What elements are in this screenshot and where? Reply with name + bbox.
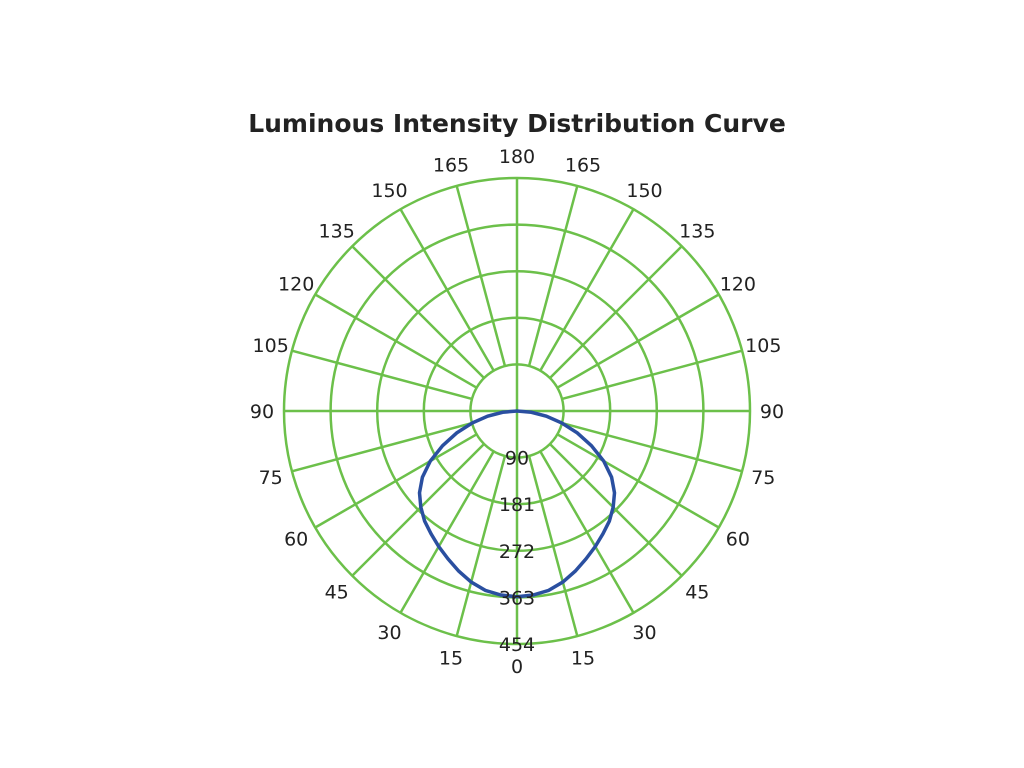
grid-spoke <box>549 245 683 379</box>
angle-tick-label: 105 <box>253 335 289 357</box>
angle-tick-label: 60 <box>284 529 308 551</box>
angle-tick-label: 15 <box>571 647 595 669</box>
grid-spoke <box>539 450 635 614</box>
angle-tick-label: 150 <box>626 180 662 202</box>
grid-spoke <box>539 208 635 372</box>
grid-spoke <box>527 185 579 367</box>
angle-labels: 0 15 30 45 60 75 90 105 120 135 150 165 180 15 30 45 60 7… <box>250 146 784 678</box>
radial-tick-label: 181 <box>499 494 535 516</box>
angle-tick-label: 15 <box>439 647 463 669</box>
radial-tick-label: 363 <box>499 587 535 609</box>
angle-tick-label: 165 <box>433 155 469 177</box>
chart-title: Luminous Intensity Distribution Curve <box>248 109 786 138</box>
angle-tick-label: 135 <box>319 221 355 243</box>
angle-tick-label: 75 <box>751 467 775 489</box>
grid-spoke <box>455 455 507 637</box>
grid-spoke <box>455 185 507 367</box>
grid-spoke <box>291 349 473 401</box>
grid-spoke <box>561 421 743 473</box>
grid-spoke <box>556 433 720 529</box>
angle-tick-label: 135 <box>679 221 715 243</box>
angle-tick-label: 120 <box>720 274 756 296</box>
angle-tick-label: 105 <box>745 335 781 357</box>
grid-spoke <box>549 443 683 577</box>
radial-tick-label: 454 <box>499 634 535 656</box>
angle-tick-label: 90 <box>250 401 274 423</box>
radial-labels: 90 181 272 363 454 <box>499 448 535 656</box>
grid-spoke <box>351 443 485 577</box>
grid-spoke <box>314 433 478 529</box>
angle-tick-label: 60 <box>726 529 750 551</box>
grid-spoke <box>561 349 743 401</box>
angle-tick-label: 0 <box>511 656 523 678</box>
angle-tick-label: 30 <box>632 622 656 644</box>
angle-tick-label: 45 <box>325 581 349 603</box>
grid-spoke <box>399 450 495 614</box>
grid-spoke <box>291 421 473 473</box>
angle-tick-label: 165 <box>565 155 601 177</box>
grid-spoke <box>399 208 495 372</box>
grid-spoke <box>527 455 579 637</box>
angle-tick-label: 90 <box>760 401 784 423</box>
grid-spoke <box>314 293 478 389</box>
grid-spoke <box>556 293 720 389</box>
angle-tick-label: 75 <box>259 467 283 489</box>
radial-tick-label: 90 <box>505 448 529 470</box>
angle-tick-label: 45 <box>685 581 709 603</box>
angle-tick-label: 150 <box>371 180 407 202</box>
angle-tick-label: 120 <box>278 274 314 296</box>
intensity-curve <box>417 409 617 599</box>
angle-tick-label: 180 <box>499 146 535 168</box>
grid-spoke <box>351 245 485 379</box>
angle-tick-label: 30 <box>377 622 401 644</box>
radial-tick-label: 272 <box>499 541 535 563</box>
